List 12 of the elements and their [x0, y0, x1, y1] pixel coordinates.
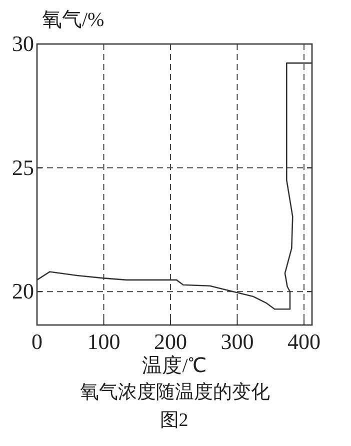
x-tick-label: 200	[154, 329, 187, 354]
x-axis-title: 温度/℃	[142, 355, 206, 377]
x-tick-label: 0	[32, 329, 42, 354]
text: 氧气浓度随温度的变化	[80, 381, 270, 403]
x-tick-label: 400	[287, 329, 320, 354]
y-tick-label: 25	[12, 154, 34, 180]
x-tick-label: 300	[220, 329, 254, 354]
caption: 图2	[160, 410, 188, 431]
y-tick-label: 30	[12, 31, 34, 56]
y-tick-label: 20	[12, 278, 34, 304]
y-axis-title: 氧气/%	[42, 9, 104, 31]
x-tick-label: 100	[87, 329, 120, 354]
